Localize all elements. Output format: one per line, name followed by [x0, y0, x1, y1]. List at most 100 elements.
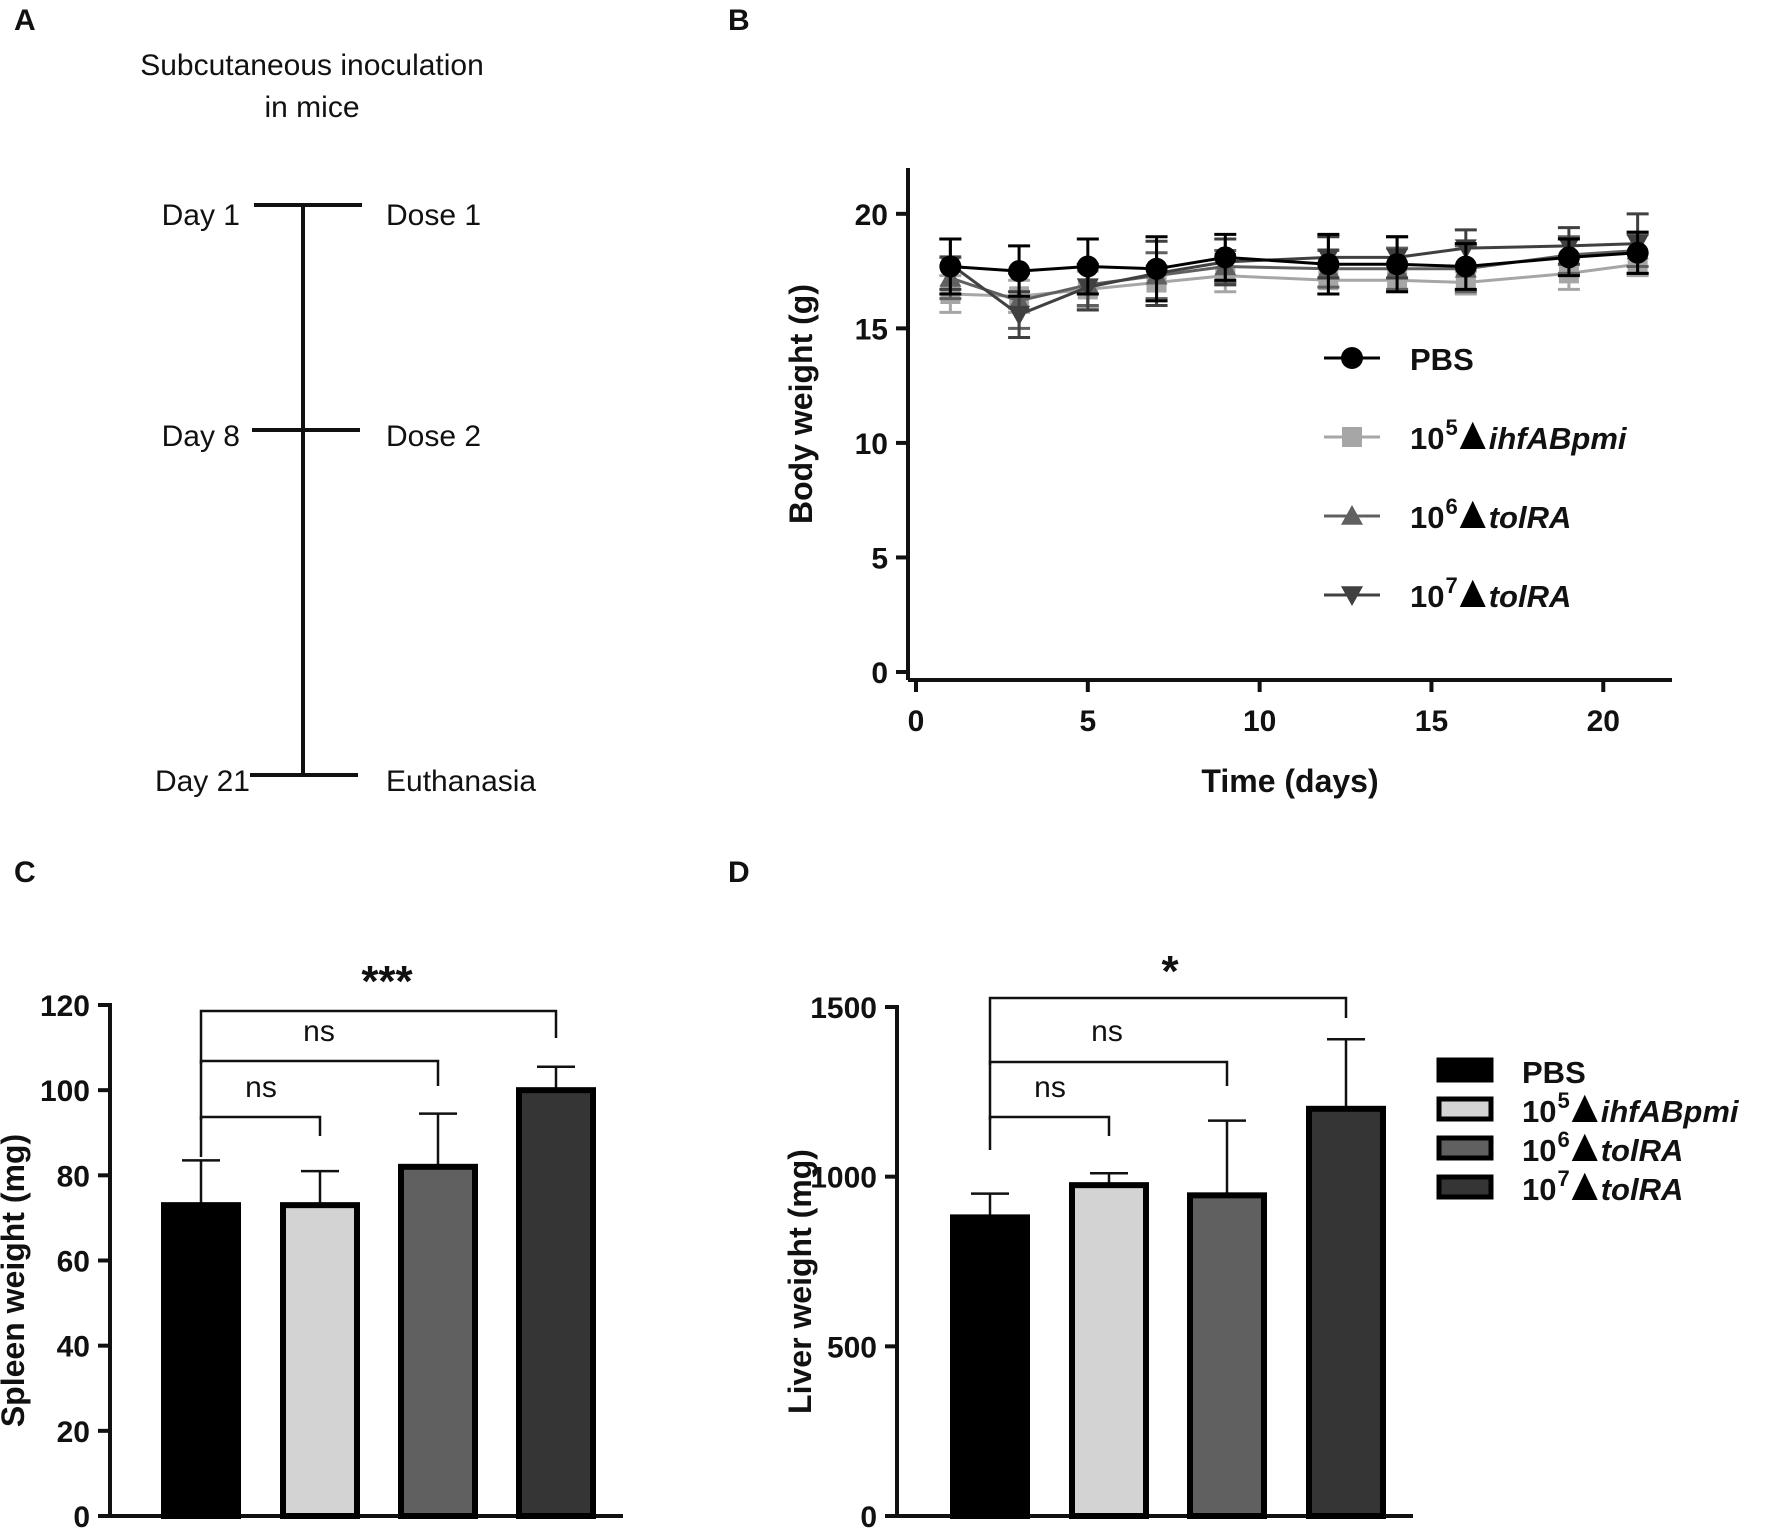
legend-label-base: 10 — [1522, 1094, 1556, 1129]
significance-bracket — [199, 1115, 322, 1157]
significance-bracket — [988, 1115, 1111, 1150]
legend-label-exponent: 5 — [1557, 1088, 1569, 1113]
legend-label-exponent: 5 — [1445, 415, 1457, 440]
legend-label-strain: tolRA — [1489, 500, 1572, 535]
y-tick-label: 60 — [57, 1246, 90, 1279]
y-tick-label: 0 — [73, 1501, 90, 1533]
legend-label-strain: tolRA — [1601, 1133, 1684, 1168]
x-tick-label: 0 — [908, 705, 925, 738]
legend-label-strain: tolRA — [1601, 1172, 1684, 1207]
legend-label-base: PBS — [1522, 1055, 1586, 1090]
data-point — [1214, 246, 1237, 269]
legend-label-base: 10 — [1410, 579, 1444, 614]
significance-label: * — [1161, 947, 1179, 996]
legend-label-base: 10 — [1522, 1133, 1556, 1168]
legend-label-exponent: 6 — [1445, 494, 1457, 519]
legend-label-base: 10 — [1410, 500, 1444, 535]
y-tick-label: 0 — [860, 1501, 877, 1533]
y-tick-label: 20 — [57, 1416, 90, 1449]
timeline-panel: Subcutaneous inoculation in mice Day 1 D… — [140, 49, 536, 798]
y-tick-label: 40 — [57, 1331, 90, 1364]
y-tick-label: 1000 — [810, 1162, 877, 1195]
significance-bracket — [988, 996, 1348, 1065]
x-axis-title: Time (days) — [1201, 763, 1378, 799]
data-point — [1626, 241, 1649, 264]
bar — [516, 1087, 596, 1519]
timeline-event-label: Dose 2 — [386, 420, 481, 453]
legend-label-base: PBS — [1410, 342, 1474, 377]
timeline-day-label: Day 8 — [162, 420, 240, 453]
data-point — [1076, 255, 1099, 278]
panel-letter-d: D — [728, 856, 750, 889]
legend-marker — [1341, 347, 1363, 369]
bar — [1306, 1105, 1386, 1520]
legend-label-strain: ihfABpmi — [1601, 1094, 1740, 1129]
legend-swatch — [1436, 1057, 1494, 1083]
x-tick-label: 5 — [1079, 705, 1096, 738]
data-point — [1008, 260, 1031, 283]
x-tick-label: 15 — [1415, 705, 1448, 738]
bar — [280, 1202, 360, 1520]
data-point — [1317, 253, 1340, 276]
legend-label-exponent: 7 — [1445, 573, 1457, 598]
y-tick-label: 20 — [855, 199, 888, 232]
significance-bracket — [199, 1059, 440, 1120]
delta-icon — [1571, 1133, 1598, 1161]
timeline-day-label: Day 21 — [155, 765, 250, 798]
bar — [950, 1214, 1030, 1520]
y-axis-title: Spleen weight (mg) — [0, 1134, 31, 1427]
significance-label: *** — [361, 957, 413, 1006]
y-tick-label: 1500 — [810, 992, 877, 1025]
timeline-title-line1: Subcutaneous inoculation — [140, 49, 484, 82]
data-point — [1145, 257, 1168, 280]
data-point — [1557, 246, 1580, 269]
data-point — [1386, 253, 1409, 276]
significance-bracket — [988, 1060, 1229, 1120]
significance-label: ns — [303, 1015, 335, 1048]
x-tick-label: 20 — [1587, 705, 1620, 738]
significance-label: ns — [1091, 1015, 1123, 1048]
y-tick-label: 10 — [855, 428, 888, 461]
y-tick-label: 500 — [827, 1331, 877, 1364]
panel-letter-b: B — [728, 4, 750, 37]
legend-label-exponent: 6 — [1557, 1127, 1569, 1152]
series-tol6 — [939, 232, 1649, 330]
timeline-event-label: Dose 1 — [386, 199, 481, 232]
timeline-event-label: Euthanasia — [386, 765, 536, 798]
y-tick-label: 120 — [40, 990, 90, 1023]
legend-marker — [1342, 427, 1362, 447]
bar — [1069, 1182, 1149, 1520]
legend-marker — [1341, 586, 1363, 606]
significance-label: ns — [245, 1071, 277, 1104]
delta-icon — [1459, 500, 1486, 528]
delta-icon — [1459, 579, 1486, 607]
delta-icon — [1459, 421, 1486, 449]
legend-marker — [1341, 505, 1363, 525]
bar — [398, 1163, 478, 1519]
y-tick-label: 15 — [855, 313, 888, 346]
panel-letter-a: A — [14, 4, 36, 37]
delta-icon — [1571, 1094, 1598, 1122]
series-line — [950, 251, 1638, 273]
y-axis-title: Body weight (g) — [783, 284, 819, 524]
series-pbs — [939, 230, 1649, 303]
timeline-day-label: Day 1 — [162, 199, 240, 232]
legend-swatch — [1436, 1174, 1494, 1200]
data-point — [939, 255, 962, 278]
data-point — [1454, 255, 1477, 278]
bar — [161, 1202, 241, 1520]
legend-label-strain: tolRA — [1489, 579, 1572, 614]
delta-icon — [1571, 1172, 1598, 1200]
x-tick-label: 10 — [1243, 705, 1276, 738]
y-tick-label: 5 — [871, 542, 888, 575]
y-axis-title: Liver weight (mg) — [782, 1149, 818, 1414]
timeline-title-line2: in mice — [264, 91, 359, 124]
panel-letter-c: C — [14, 856, 36, 889]
significance-label: ns — [1034, 1071, 1066, 1104]
legend-label-base: 10 — [1522, 1172, 1556, 1207]
